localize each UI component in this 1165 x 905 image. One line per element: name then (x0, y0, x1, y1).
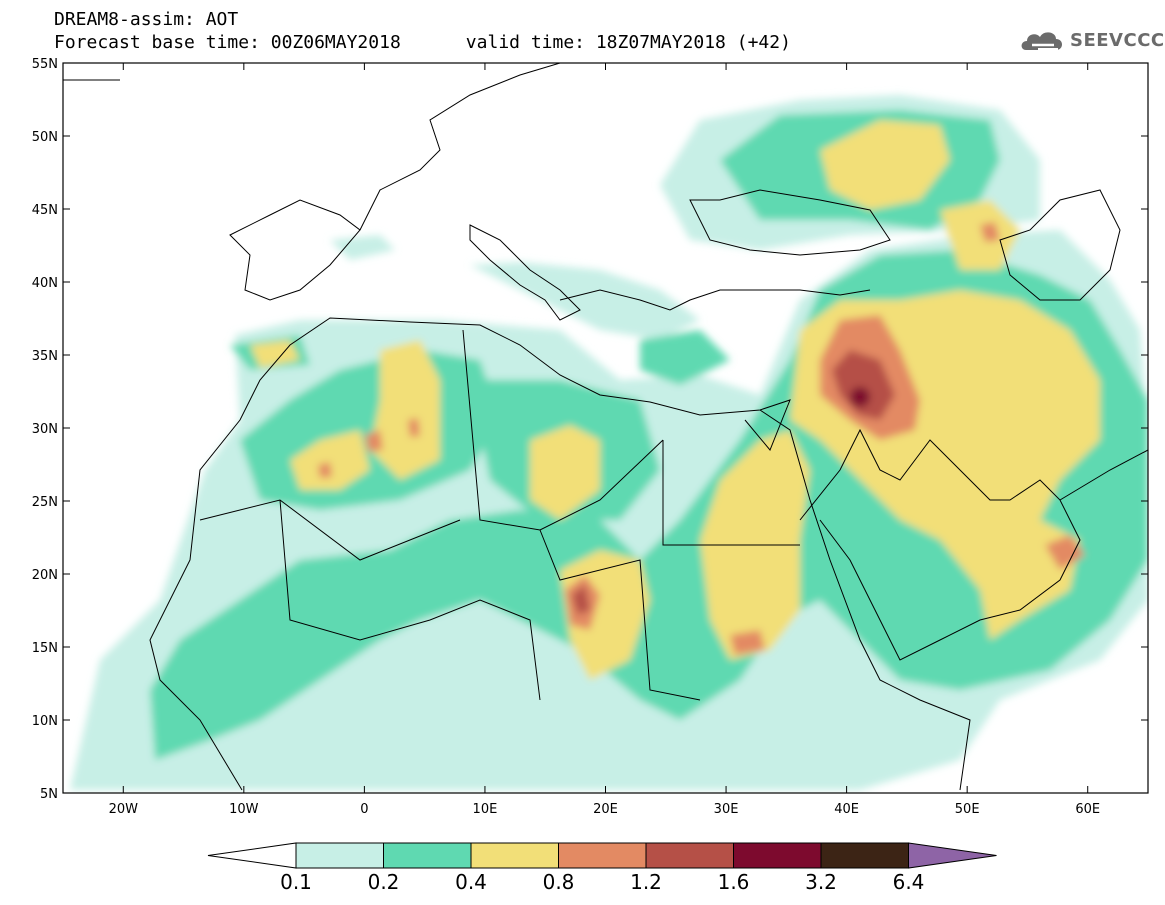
lat-tick-label: 45N (32, 203, 58, 218)
map-title: DREAM8-assim: AOT (54, 9, 239, 30)
colorbar-swatch (383, 842, 472, 869)
lat-tick-label: 30N (32, 422, 58, 437)
lon-tick-label: 20W (109, 802, 139, 817)
lon-tick-label: 40E (834, 802, 859, 817)
lon-tick-label: 50E (955, 802, 980, 817)
colorbar-label: 0.1 (280, 870, 312, 894)
lon-tick-label: 20E (593, 802, 618, 817)
colorbar-swatch (558, 842, 647, 869)
lon-tick-label: 60E (1075, 802, 1100, 817)
brand-logo: SEEVCCC (1018, 26, 1164, 56)
lat-tick-label: 35N (32, 349, 58, 364)
colorbar-under-triangle (207, 842, 297, 869)
colorbar-label: 6.4 (892, 870, 925, 894)
colorbar-swatch (295, 842, 384, 869)
lon-tick-label: 0 (360, 802, 368, 817)
colorbar-over-triangle (908, 842, 997, 869)
colorbar-swatch (470, 842, 559, 869)
lat-tick-label: 50N (32, 130, 58, 145)
longitude-axis: 20W 10W 0 10E 20E 30E 40E 50E 60E (109, 63, 1100, 817)
lat-tick-label: 10N (32, 714, 58, 729)
lat-tick-label: 15N (32, 641, 58, 656)
lat-tick-label: 25N (32, 495, 58, 510)
lat-tick-label: 55N (32, 57, 58, 72)
colorbar-swatch (733, 842, 822, 869)
latitude-axis: 55N 50N 45N 40N 35N 30N 25N 20N 15N 10N 5N (32, 57, 1148, 802)
colorbar-swatch (645, 842, 734, 869)
colorbar-label: 0.8 (542, 870, 575, 894)
brand-name: SEEVCCC (1070, 30, 1165, 51)
lon-tick-label: 30E (714, 802, 739, 817)
colorbar-label: 3.2 (805, 870, 837, 894)
colorbar-label: 1.6 (717, 870, 750, 894)
colorbar-label: 0.4 (455, 870, 487, 894)
colorbar-label: 1.2 (630, 870, 662, 894)
cloud-logo-icon (1021, 32, 1062, 50)
lat-tick-label: 20N (32, 568, 58, 583)
colorbar-swatch (820, 842, 909, 869)
lon-tick-label: 10W (229, 802, 259, 817)
coastlines (63, 63, 1148, 791)
lat-tick-label: 40N (32, 276, 58, 291)
lon-tick-label: 10E (473, 802, 498, 817)
lat-tick-label: 5N (40, 787, 58, 802)
colorbar-label: 0.2 (367, 870, 400, 894)
colorbar (207, 842, 997, 869)
forecast-times: Forecast base time: 00Z06MAY2018 valid t… (54, 32, 791, 53)
